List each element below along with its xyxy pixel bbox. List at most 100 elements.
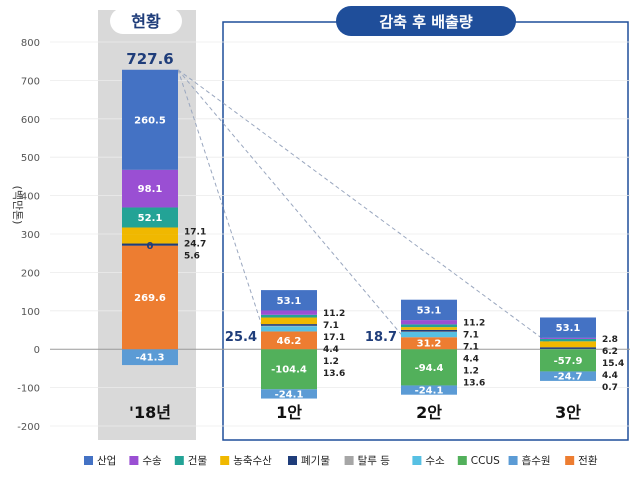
- bar-segment: [261, 389, 317, 399]
- current-header-pill: [110, 8, 182, 34]
- data-label: 2.8: [602, 335, 618, 345]
- bar-segment: [261, 310, 317, 315]
- data-label: 53.1: [556, 323, 581, 334]
- data-label: -104.4: [271, 365, 307, 376]
- legend-label: 수송: [142, 455, 162, 467]
- data-label: 4.4: [323, 345, 339, 355]
- bar-segment: [261, 326, 317, 332]
- data-label: 52.1: [138, 213, 163, 224]
- y-tick-label: 400: [21, 192, 40, 203]
- legend-swatch: [220, 456, 230, 465]
- labels: -41.3 269.6 0 52.1 98.1 260.5 17.1 24.7 5.6 '18년 7…: [126, 50, 624, 422]
- guide-line: [177, 69, 268, 342]
- bar-segment: [540, 317, 596, 338]
- bar-segment: [122, 227, 178, 235]
- bar-segment: [540, 347, 596, 349]
- legend: 산업 수송 건물 농축수산 폐기물 탈루 등 수소 CCUS 흡수원 전환: [84, 454, 598, 467]
- bar-segment: [261, 317, 317, 325]
- category-label: 1안: [276, 403, 302, 422]
- current-header: 현황: [131, 12, 161, 31]
- bar-segment: [261, 331, 317, 350]
- data-label: 7.1: [463, 331, 479, 341]
- data-label: 4.4: [463, 355, 479, 365]
- legend-swatch: [288, 456, 297, 465]
- data-label: -24.1: [415, 386, 444, 397]
- data-label: 17.1: [323, 333, 345, 343]
- legend-swatch: [344, 456, 354, 465]
- legend-label: 폐기물: [301, 455, 330, 467]
- data-label: 24.7: [184, 239, 206, 249]
- legend-swatch: [565, 456, 575, 465]
- data-label: -57.9: [554, 356, 583, 367]
- bar-segment: [122, 169, 178, 208]
- reduction-header: 감축 후 배출량: [379, 13, 472, 31]
- y-axis-ticks: 800 700 600 500 400 300 200 100 0 -100 -200: [17, 38, 40, 433]
- y-tick-label: 800: [21, 38, 40, 49]
- legend-swatch: [508, 456, 518, 465]
- y-tick-label: 200: [21, 268, 40, 279]
- data-label: 53.1: [277, 296, 302, 307]
- bar-segment: [261, 290, 317, 311]
- guide-line: [177, 69, 547, 342]
- legend-label: CCUS: [471, 455, 500, 467]
- legend-swatch: [457, 456, 467, 465]
- reduction-header-pill: [336, 6, 516, 36]
- data-label: 15.4: [602, 359, 624, 369]
- data-label: 1.2: [463, 367, 479, 377]
- category-label: 2안: [416, 403, 442, 422]
- category-label: 3안: [555, 403, 581, 422]
- data-label: 5.6: [184, 251, 200, 261]
- data-label: 13.6: [323, 369, 345, 379]
- data-label: -24.7: [554, 372, 583, 383]
- legend-label: 탈루 등: [358, 454, 391, 467]
- data-label: 13.6: [463, 379, 485, 389]
- bar-segment: [401, 320, 457, 325]
- y-tick-label: 500: [21, 153, 40, 164]
- category-label: '18년: [129, 403, 171, 422]
- data-label: -24.1: [275, 389, 304, 400]
- bar-segment: [401, 329, 457, 332]
- legend-label: 흡수원: [522, 454, 551, 467]
- bar-segment: [401, 337, 457, 350]
- legend-swatch: [84, 456, 93, 465]
- data-label: 53.1: [417, 305, 442, 316]
- bar-segment: [401, 327, 457, 330]
- bar-segment: [122, 234, 178, 244]
- data-label: 31.2: [417, 339, 442, 350]
- y-tick-label: 300: [21, 230, 40, 241]
- legend-label: 농축수산: [233, 455, 272, 467]
- guide-lines: [177, 69, 550, 346]
- data-label: 98.1: [138, 184, 163, 195]
- legend-swatch: [412, 456, 422, 465]
- data-label: 260.5: [134, 115, 166, 126]
- bar-segment: [540, 337, 596, 339]
- data-label: 7.1: [463, 343, 479, 353]
- data-label: 269.6: [134, 293, 166, 304]
- data-label: -94.4: [415, 363, 444, 374]
- bar-segment: [122, 69, 178, 170]
- bar-segment: [401, 324, 457, 328]
- legend-label: 건물: [188, 455, 208, 467]
- bar-segment: [401, 331, 457, 338]
- data-label: 4.4: [602, 371, 618, 381]
- total-label: 18.7: [365, 330, 397, 345]
- legend-swatch: [174, 456, 184, 465]
- bar-segment: [122, 349, 178, 366]
- legend-label: 전환: [578, 455, 598, 467]
- data-label: 1.2: [323, 357, 339, 367]
- data-label: 46.2: [277, 336, 302, 347]
- data-label: -41.3: [136, 353, 165, 364]
- y-axis-label: (백만톤): [11, 186, 24, 225]
- legend-label: 수소: [425, 455, 445, 467]
- bar-segment: [261, 349, 317, 390]
- legend-label: 산업: [97, 454, 116, 467]
- bars: [122, 69, 596, 399]
- data-label: 7.1: [323, 321, 339, 331]
- bar-segment: [540, 341, 596, 348]
- y-tick-label: -100: [17, 384, 40, 395]
- bar-segment: [401, 349, 457, 386]
- data-label: 11.2: [323, 309, 345, 319]
- data-label: 11.2: [463, 319, 485, 329]
- bar-segment: [401, 299, 457, 321]
